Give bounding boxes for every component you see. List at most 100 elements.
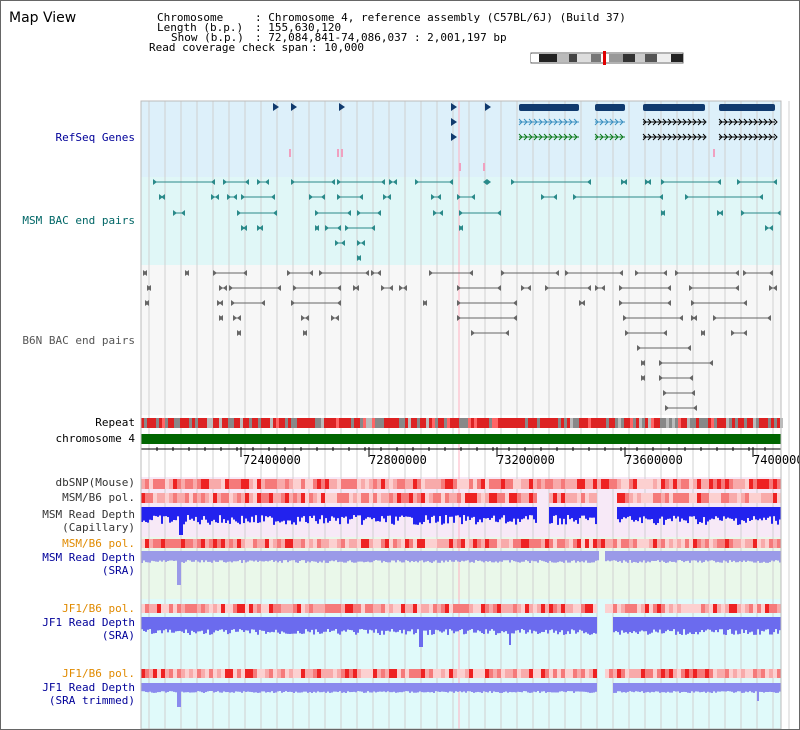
read-depth-bar: [595, 551, 597, 561]
read-depth-bar: [661, 683, 663, 693]
bac-end-arrow: [337, 194, 341, 200]
read-depth-bar: [219, 551, 221, 561]
read-depth-bar: [755, 683, 757, 692]
polymorphism-cell: [513, 669, 517, 678]
polymorphism-cell: [497, 669, 501, 678]
polymorphism-cell: [729, 669, 733, 678]
read-depth-bar: [747, 507, 749, 519]
read-depth-bar: [233, 507, 235, 520]
gene-exon-arrow: [773, 133, 778, 141]
polymorphism-cell: [773, 669, 777, 678]
polymorphism-cell: [301, 539, 305, 548]
read-depth-bar: [351, 551, 353, 563]
read-depth-bar: [729, 617, 731, 630]
read-depth-bar: [431, 617, 433, 635]
read-depth-bar: [459, 617, 461, 631]
read-depth-bar: [345, 551, 347, 563]
gene-exon-arrow: [692, 133, 697, 141]
read-depth-bar: [775, 683, 777, 693]
polymorphism-cell: [353, 604, 357, 613]
read-depth-bar: [211, 507, 213, 522]
read-depth-bar: [507, 683, 509, 693]
read-depth-bar: [177, 617, 179, 632]
read-depth-bar: [349, 683, 351, 693]
repeat-segment: [705, 418, 708, 428]
repeat-segment: [687, 418, 690, 428]
read-depth-bar: [473, 507, 475, 517]
read-depth-bar: [441, 683, 443, 692]
read-depth-bar: [263, 683, 265, 692]
read-depth-bar: [549, 617, 551, 631]
repeat-segment: [642, 418, 645, 428]
repeat-segment: [477, 418, 480, 428]
read-depth-bar: [321, 551, 323, 563]
gene-exon-arrow: [748, 133, 753, 141]
track-label-msm-depth-capillary-sub: (Capillary): [62, 521, 135, 534]
read-depth-bar: [545, 617, 547, 630]
read-depth-bar: [627, 617, 629, 634]
polymorphism-cell: [589, 479, 593, 489]
read-depth-bar: [773, 507, 775, 517]
polymorphism-cell: [233, 669, 237, 678]
read-depth-bar: [727, 683, 729, 692]
read-depth-bar: [339, 507, 341, 525]
read-depth-bar: [181, 507, 183, 535]
read-depth-bar: [581, 551, 583, 562]
polymorphism-cell: [525, 479, 529, 489]
read-depth-bar: [531, 507, 533, 516]
read-depth-bar: [735, 683, 737, 693]
read-depth-bar: [713, 617, 715, 633]
read-depth-bar: [713, 507, 715, 520]
polymorphism-cell: [389, 669, 393, 678]
bac-end-arrow: [765, 225, 769, 231]
read-depth-bar: [541, 683, 543, 692]
read-depth-bar: [695, 617, 697, 632]
polymorphism-cell: [289, 479, 293, 489]
read-depth-bar: [371, 683, 373, 693]
polymorphism-cell: [421, 604, 425, 613]
repeat-segment: [462, 418, 465, 428]
polymorphism-cell: [581, 479, 585, 489]
polymorphism-cell: [533, 604, 537, 613]
read-depth-bar: [555, 617, 557, 631]
bac-end-arrow: [773, 285, 777, 291]
bac-end-arrow: [741, 210, 745, 216]
polymorphism-cell: [461, 604, 465, 613]
polymorphism-cell: [437, 669, 441, 678]
read-depth-bar: [239, 507, 241, 525]
polymorphism-cell: [205, 493, 209, 503]
read-depth-bar: [323, 507, 325, 524]
read-depth-bar: [147, 507, 149, 523]
read-depth-bar: [505, 507, 507, 524]
read-depth-bar: [615, 683, 617, 693]
gene-marker: [451, 118, 457, 126]
bac-end-arrow: [415, 179, 419, 185]
read-depth-bar: [211, 617, 213, 635]
repeat-segment: [207, 418, 210, 428]
bac-end-arrow: [309, 270, 313, 276]
repeat-segment: [570, 418, 573, 428]
read-depth-bar: [245, 683, 247, 692]
read-depth-bar: [685, 617, 687, 635]
polymorphism-cell: [357, 604, 361, 613]
read-depth-bar: [445, 617, 447, 630]
polymorphism-cell: [485, 479, 489, 489]
repeat-segment: [432, 418, 435, 428]
polymorphism-cell: [145, 669, 149, 678]
read-depth-bar: [347, 617, 349, 630]
read-depth-bar: [329, 617, 331, 633]
gene-exon-arrow: [619, 133, 624, 141]
polymorphism-cell: [657, 669, 661, 678]
polymorphism-cell: [565, 539, 569, 548]
read-depth-bar: [721, 507, 723, 521]
read-depth-bar: [343, 551, 345, 563]
bac-end-arrow: [693, 315, 697, 321]
polymorphism-cell: [493, 493, 497, 503]
repeat-segment: [450, 418, 453, 428]
repeat-segment: [537, 418, 540, 428]
repeat-segment: [321, 418, 324, 428]
read-depth-bar: [235, 551, 237, 562]
polymorphism-cell: [697, 669, 701, 678]
repeat-segment: [453, 418, 456, 428]
